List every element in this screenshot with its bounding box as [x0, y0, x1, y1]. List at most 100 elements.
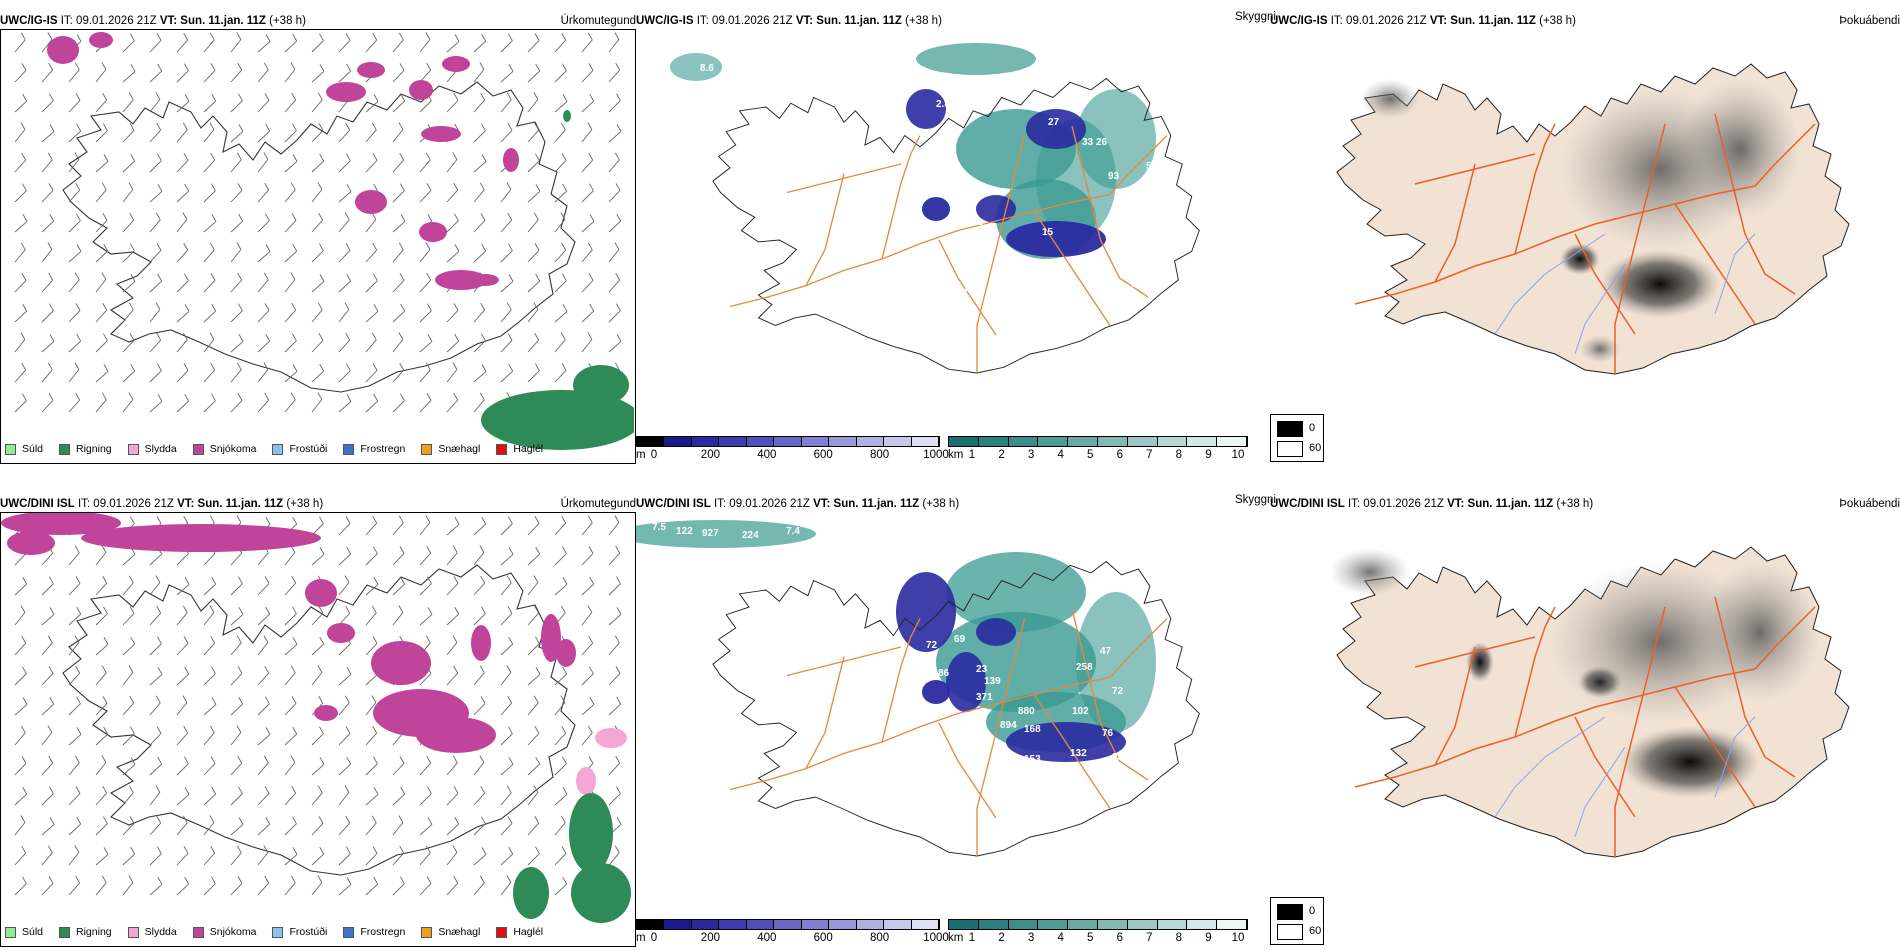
- precip-legend-label: Haglél: [513, 926, 544, 938]
- wind-barb-flag: [480, 302, 486, 311]
- wind-barb: [554, 584, 568, 596]
- wind-barb-flag: [317, 665, 323, 673]
- precip-area: [442, 56, 470, 72]
- wind-barb-flag: [427, 303, 432, 311]
- wind-barb-flag: [452, 635, 458, 643]
- wind-barb: [122, 792, 134, 806]
- wind-barb-flag: [130, 153, 136, 162]
- wind-barb: [581, 310, 595, 323]
- wind-barb-flag: [47, 362, 53, 371]
- wind-barb: [338, 280, 352, 293]
- wind-barb: [68, 823, 82, 836]
- wind-barb: [554, 732, 567, 746]
- wind-barb: [284, 644, 298, 656]
- wind-barb: [527, 40, 540, 53]
- wind-barb-flag: [156, 122, 162, 131]
- wind-barb-flag: [508, 363, 514, 372]
- wind-barb: [122, 71, 136, 83]
- wind-barb: [311, 99, 323, 113]
- precip-area: [355, 190, 387, 214]
- wind-barb: [284, 762, 296, 776]
- colorbar-segment: [801, 920, 830, 929]
- precip-legend-label: Snjókoma: [209, 926, 257, 938]
- road-line: [786, 163, 902, 194]
- wind-barb: [365, 732, 378, 746]
- colorbar-segment: [1157, 920, 1188, 929]
- wind-barb-flag: [292, 637, 298, 645]
- wind-barb-flag: [182, 815, 188, 824]
- wind-barb-flag: [129, 816, 135, 824]
- fog-legend-top-value: 0: [1309, 422, 1316, 434]
- road-line: [1414, 153, 1536, 185]
- wind-barb: [446, 159, 458, 173]
- visibility-value-label: 198: [1028, 273, 1045, 284]
- wind-barb-flag: [616, 93, 621, 101]
- wind-barb: [554, 794, 568, 806]
- wind-barb-flag: [184, 94, 190, 102]
- colorbar-tick-label: 600: [813, 449, 833, 461]
- wind-barb: [338, 792, 350, 806]
- wind-barb: [554, 249, 567, 263]
- fog-legend-bottom-value: 60: [1309, 925, 1322, 937]
- wind-barb: [149, 280, 163, 293]
- wind-barb: [230, 369, 242, 383]
- precip-area: [471, 274, 499, 286]
- wind-barb: [41, 824, 55, 836]
- row2-fog-title: Þokuábendi: [1839, 498, 1900, 510]
- wind-barb: [581, 100, 595, 113]
- wind-barb-flag: [75, 182, 81, 191]
- wind-barb: [419, 583, 432, 596]
- wind-barb: [203, 310, 217, 323]
- wind-barb: [608, 100, 621, 113]
- wind-barb-flag: [616, 696, 622, 705]
- row1-precip-header: UWC/IG-IS IT: 09.01.2026 21Z VT: Sun. 11…: [0, 15, 306, 27]
- wind-barb-flag: [103, 847, 109, 855]
- wind-barb-flag: [156, 516, 162, 524]
- precip-legend-item: Frostregn: [343, 443, 405, 455]
- fog-legend-top-value: 0: [1309, 905, 1316, 917]
- precip-legend-label: Slydda: [144, 443, 177, 455]
- wind-barb: [554, 101, 568, 113]
- wind-barb-flag: [317, 302, 323, 311]
- wind-barb-flag: [290, 182, 296, 191]
- wind-barb: [338, 702, 350, 716]
- wind-barb: [68, 69, 80, 83]
- wind-barb: [122, 643, 136, 656]
- wind-barb-flag: [346, 153, 351, 161]
- wind-barb: [68, 583, 81, 596]
- wind-barb: [95, 882, 107, 896]
- wind-barb-flag: [318, 695, 324, 704]
- wind-barb: [446, 583, 459, 596]
- wind-barb: [284, 582, 297, 596]
- precip-area: [371, 641, 431, 685]
- wind-barb: [527, 280, 541, 293]
- wind-barb-flag: [237, 62, 243, 71]
- colorbar-tick-label: 5: [1087, 932, 1094, 944]
- wind-barb-flag: [507, 212, 513, 221]
- wind-barb: [365, 249, 378, 263]
- road-line: [1109, 135, 1168, 195]
- wind-barb: [608, 279, 621, 293]
- wind-barb-flag: [264, 392, 270, 401]
- wind-barb: [527, 250, 540, 263]
- wind-barb-flag: [319, 547, 325, 555]
- colorbar-segment: [884, 920, 912, 929]
- wind-barb-flag: [427, 817, 433, 825]
- wind-barb-flag: [560, 605, 566, 614]
- wind-barb: [608, 341, 622, 353]
- wind-barb: [203, 159, 216, 173]
- wind-barb-flag: [533, 785, 539, 793]
- wind-barb: [14, 553, 27, 566]
- wind-barb: [95, 644, 109, 656]
- wind-barb-flag: [74, 755, 80, 764]
- precip-area: [416, 717, 496, 753]
- wind-barb-flag: [373, 876, 379, 885]
- wind-barb-flag: [506, 182, 512, 190]
- wind-barb-flag: [319, 516, 324, 524]
- wind-barb: [122, 853, 136, 866]
- wind-barb-flag: [238, 124, 244, 132]
- wind-barb: [392, 159, 405, 173]
- precip-legend-item: Frostregn: [343, 926, 405, 938]
- precip-legend-item: Súld: [5, 926, 43, 938]
